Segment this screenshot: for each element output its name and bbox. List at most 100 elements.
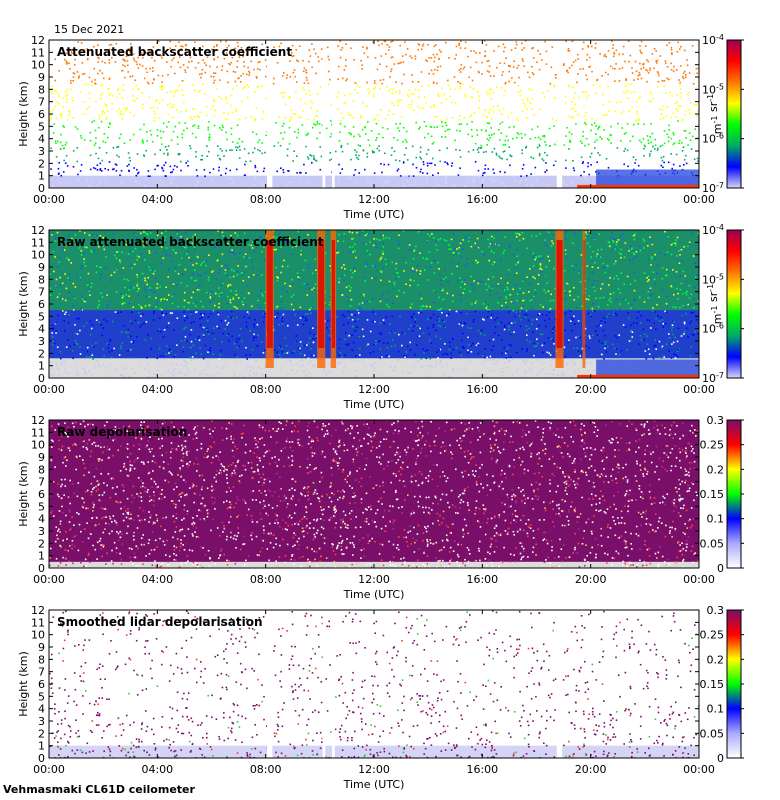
heatmap-speckle xyxy=(388,180,390,183)
heatmap-speckle xyxy=(372,321,374,323)
heatmap-speckle xyxy=(647,259,649,261)
heatmap-speckle xyxy=(670,253,673,256)
heatmap-speckle xyxy=(524,133,526,136)
heatmap-speckle xyxy=(65,154,68,157)
heatmap-speckle xyxy=(98,364,101,367)
heatmap-speckle xyxy=(99,181,101,183)
heatmap-speckle xyxy=(513,554,515,556)
heatmap-speckle xyxy=(202,327,204,330)
heatmap-speckle xyxy=(662,166,664,168)
heatmap-speckle xyxy=(86,522,88,524)
heatmap-speckle xyxy=(653,345,655,347)
heatmap-speckle xyxy=(49,361,52,363)
heatmap-speckle xyxy=(565,292,567,294)
heatmap-speckle xyxy=(498,334,500,337)
heatmap-speckle xyxy=(587,298,590,301)
heatmap-speckle xyxy=(634,162,636,164)
heatmap-speckle xyxy=(109,363,111,366)
heatmap-speckle xyxy=(168,348,170,351)
heatmap-speckle xyxy=(541,362,543,364)
heatmap-speckle xyxy=(489,243,492,245)
heatmap-speckle xyxy=(622,233,624,235)
heatmap-speckle xyxy=(60,133,62,136)
heatmap-speckle xyxy=(482,172,485,174)
heatmap-speckle xyxy=(412,268,414,270)
heatmap-speckle xyxy=(138,312,140,314)
heatmap-speckle xyxy=(542,368,545,371)
heatmap-speckle xyxy=(281,323,284,325)
heatmap-speckle xyxy=(420,358,423,360)
heatmap-speckle xyxy=(643,272,646,274)
heatmap-speckle xyxy=(588,173,590,176)
heatmap-speckle xyxy=(504,46,506,49)
heatmap-speckle xyxy=(675,239,677,241)
heatmap-speckle xyxy=(436,249,439,251)
heatmap-speckle xyxy=(502,371,505,373)
heatmap-speckle xyxy=(63,370,66,373)
heatmap-speckle xyxy=(672,70,675,73)
heatmap-speckle xyxy=(572,160,574,162)
heatmap-speckle xyxy=(244,86,246,88)
heatmap-speckle xyxy=(469,115,472,118)
heatmap-speckle xyxy=(66,165,69,167)
heatmap-speckle xyxy=(201,45,204,48)
heatmap-speckle xyxy=(529,367,531,370)
heatmap-speckle xyxy=(379,79,382,81)
heatmap-speckle xyxy=(460,240,463,242)
heatmap-speckle xyxy=(607,167,610,169)
heatmap-speckle xyxy=(79,329,81,332)
heatmap-speckle xyxy=(347,311,350,313)
heatmap-speckle xyxy=(162,257,165,259)
heatmap-speckle xyxy=(230,177,233,180)
heatmap-speckle xyxy=(525,325,528,327)
heatmap-speckle xyxy=(68,243,71,246)
heatmap-speckle xyxy=(248,256,251,259)
heatmap-speckle xyxy=(259,306,262,309)
heatmap-speckle xyxy=(359,117,362,119)
heatmap-speckle xyxy=(500,113,503,116)
heatmap-speckle xyxy=(667,140,670,143)
heatmap-speckle xyxy=(193,246,196,248)
heatmap-speckle xyxy=(550,293,552,296)
heatmap-speckle xyxy=(568,85,571,88)
heatmap-speckle xyxy=(225,131,227,134)
heatmap-speckle xyxy=(597,128,599,130)
heatmap-speckle xyxy=(500,258,503,261)
heatmap-speckle xyxy=(314,124,317,126)
heatmap-speckle xyxy=(384,40,387,43)
heatmap-speckle xyxy=(251,349,254,351)
heatmap-speckle xyxy=(283,352,286,354)
heatmap-speckle xyxy=(497,283,499,285)
heatmap-speckle xyxy=(466,123,468,126)
heatmap-speckle xyxy=(297,131,300,134)
heatmap-speckle xyxy=(283,241,285,244)
heatmap-speckle xyxy=(76,160,79,163)
heatmap-speckle xyxy=(445,363,448,366)
heatmap-speckle xyxy=(248,70,250,73)
heatmap-speckle xyxy=(429,266,432,268)
colorbar: 10-710-610-510-4m-1 sr-1 xyxy=(702,33,744,195)
heatmap-speckle xyxy=(149,107,152,109)
heatmap-speckle xyxy=(537,360,540,363)
heatmap-speckle xyxy=(449,345,451,347)
heatmap-speckle xyxy=(244,253,247,255)
heatmap-speckle xyxy=(504,361,506,364)
heatmap-speckle xyxy=(346,295,348,298)
heatmap-speckle xyxy=(492,91,495,94)
heatmap-speckle xyxy=(326,46,329,49)
heatmap-speckle xyxy=(502,151,505,153)
heatmap-speckle xyxy=(213,114,216,117)
heatmap-speckle xyxy=(653,278,656,281)
heatmap-speckle xyxy=(390,345,393,348)
heatmap-speckle xyxy=(477,352,479,355)
data-gap xyxy=(556,40,563,188)
heatmap-speckle xyxy=(538,145,541,147)
heatmap-speckle xyxy=(579,140,582,142)
heatmap-speckle xyxy=(430,57,433,59)
heatmap-speckle xyxy=(421,45,424,47)
x-tick-label: 16:00 xyxy=(466,193,498,206)
heatmap-speckle xyxy=(502,144,505,146)
heatmap-speckle xyxy=(121,296,124,299)
heatmap-speckle xyxy=(652,98,654,100)
heatmap-speckle xyxy=(629,330,632,332)
